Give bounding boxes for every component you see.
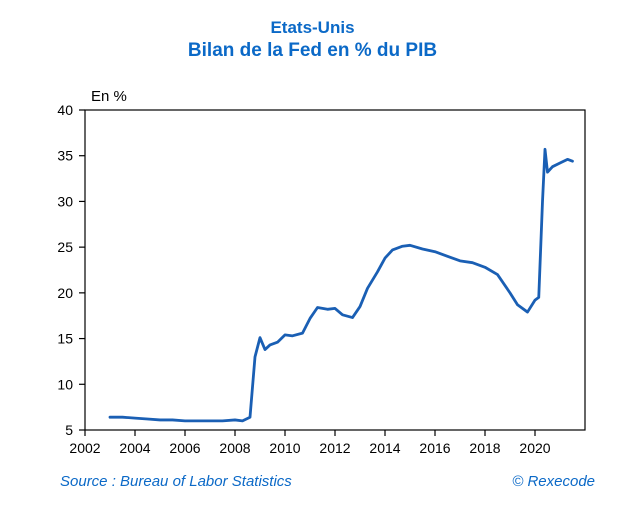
svg-text:25: 25 xyxy=(57,239,73,255)
svg-text:2002: 2002 xyxy=(69,440,100,456)
svg-text:2012: 2012 xyxy=(319,440,350,456)
source-text: Source : Bureau of Labor Statistics xyxy=(60,473,292,490)
svg-text:2020: 2020 xyxy=(519,440,550,456)
svg-text:15: 15 xyxy=(57,331,73,347)
svg-text:10: 10 xyxy=(57,376,73,392)
svg-text:5: 5 xyxy=(65,422,73,438)
svg-text:2014: 2014 xyxy=(369,440,400,456)
svg-text:2018: 2018 xyxy=(469,440,500,456)
credit-text: © Rexecode xyxy=(512,473,595,490)
svg-text:20: 20 xyxy=(57,285,73,301)
svg-text:35: 35 xyxy=(57,148,73,164)
svg-text:2004: 2004 xyxy=(119,440,150,456)
svg-text:2008: 2008 xyxy=(219,440,250,456)
chart-container: Etats-Unis Bilan de la Fed en % du PIB E… xyxy=(0,0,625,508)
chart-svg: 5 10 15 20 25 30 35 40 2002 2004 2006 2008 2010 2012 2… xyxy=(0,0,625,508)
svg-text:2010: 2010 xyxy=(269,440,300,456)
svg-text:40: 40 xyxy=(57,102,73,118)
svg-text:2006: 2006 xyxy=(169,440,200,456)
svg-text:2016: 2016 xyxy=(419,440,450,456)
svg-text:30: 30 xyxy=(57,193,73,209)
